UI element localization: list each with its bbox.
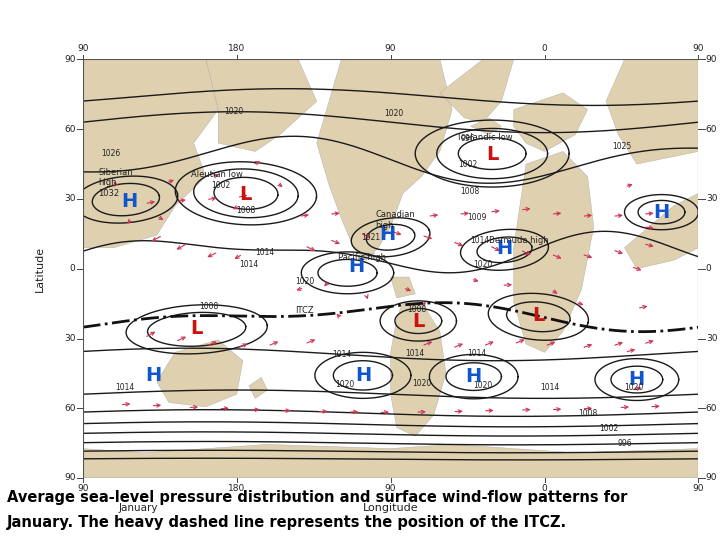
Polygon shape xyxy=(83,444,698,478)
Text: 1008: 1008 xyxy=(578,409,597,417)
Text: L: L xyxy=(412,312,425,332)
Polygon shape xyxy=(514,93,588,151)
Text: 90: 90 xyxy=(693,484,704,493)
Text: 90: 90 xyxy=(77,44,89,53)
Text: H: H xyxy=(355,366,371,385)
Text: 30: 30 xyxy=(64,194,76,203)
Text: 90: 90 xyxy=(77,484,89,493)
Text: L: L xyxy=(240,185,252,204)
Text: 60: 60 xyxy=(706,403,717,413)
Text: H: H xyxy=(629,370,645,389)
Text: 1008: 1008 xyxy=(408,305,427,314)
Text: 1020: 1020 xyxy=(224,107,243,116)
Text: 0: 0 xyxy=(706,264,711,273)
Polygon shape xyxy=(157,340,243,407)
Text: 1009: 1009 xyxy=(467,213,487,222)
Text: 90: 90 xyxy=(385,484,396,493)
Text: 996: 996 xyxy=(617,439,632,448)
Text: H: H xyxy=(653,202,670,221)
Text: 90: 90 xyxy=(64,474,76,482)
Text: Latitude: Latitude xyxy=(35,246,45,292)
Text: January. The heavy dashed line represents the position of the ITCZ.: January. The heavy dashed line represent… xyxy=(7,515,567,530)
Text: January: January xyxy=(119,503,158,513)
Text: 1026: 1026 xyxy=(101,149,120,158)
Text: 180: 180 xyxy=(228,44,246,53)
Text: H: H xyxy=(121,192,137,211)
Text: 1008: 1008 xyxy=(236,206,256,215)
Text: 60: 60 xyxy=(64,403,76,413)
Text: 90: 90 xyxy=(693,44,704,53)
Text: 1020: 1020 xyxy=(473,260,492,269)
Polygon shape xyxy=(624,193,698,268)
Text: 1020: 1020 xyxy=(412,379,431,388)
Text: 1008: 1008 xyxy=(460,187,479,195)
Text: 1020: 1020 xyxy=(473,381,492,390)
Polygon shape xyxy=(471,118,501,135)
Text: 996: 996 xyxy=(460,133,475,143)
Text: H: H xyxy=(379,225,396,244)
Polygon shape xyxy=(317,59,452,260)
Text: 90: 90 xyxy=(706,55,717,64)
Text: 60: 60 xyxy=(706,125,717,134)
Text: 60: 60 xyxy=(64,125,76,134)
Text: Longitude: Longitude xyxy=(363,503,418,513)
Text: 1020: 1020 xyxy=(294,276,314,286)
Text: L: L xyxy=(532,306,544,325)
Text: H: H xyxy=(348,257,365,276)
Text: 1020: 1020 xyxy=(335,381,354,389)
Text: 30: 30 xyxy=(706,334,717,343)
Text: H: H xyxy=(466,367,482,386)
Polygon shape xyxy=(391,302,446,436)
Text: 1014: 1014 xyxy=(115,383,135,393)
Text: 1014: 1014 xyxy=(470,235,490,245)
Text: 1025: 1025 xyxy=(612,142,631,151)
Text: Aleutian low: Aleutian low xyxy=(191,171,243,179)
Text: 1002: 1002 xyxy=(212,181,231,190)
Polygon shape xyxy=(391,277,415,298)
Polygon shape xyxy=(440,59,514,122)
Polygon shape xyxy=(249,377,268,399)
Polygon shape xyxy=(206,59,317,151)
Text: Icelandic low: Icelandic low xyxy=(459,133,513,141)
Text: 90: 90 xyxy=(706,474,717,482)
Text: 1021: 1021 xyxy=(361,233,380,242)
Text: 1014: 1014 xyxy=(540,383,559,393)
Text: 1020: 1020 xyxy=(384,109,403,118)
Text: 90: 90 xyxy=(385,44,396,53)
Text: H: H xyxy=(145,366,162,385)
Text: H: H xyxy=(496,239,513,258)
Text: 0: 0 xyxy=(541,484,547,493)
Polygon shape xyxy=(83,59,218,248)
Text: 1008: 1008 xyxy=(199,302,219,311)
Text: 30: 30 xyxy=(706,194,717,203)
Polygon shape xyxy=(606,59,698,164)
Text: Bermuda high: Bermuda high xyxy=(489,235,549,245)
Text: 1014: 1014 xyxy=(255,248,274,257)
Text: ITCZ: ITCZ xyxy=(295,306,314,315)
Text: 1014: 1014 xyxy=(467,349,487,357)
Text: 1002: 1002 xyxy=(458,160,477,170)
Text: 1014: 1014 xyxy=(332,350,351,359)
Text: 0: 0 xyxy=(541,44,547,53)
Text: 30: 30 xyxy=(64,334,76,343)
Text: Siberian
high
1032: Siberian high 1032 xyxy=(98,168,132,198)
Text: Pacific high: Pacific high xyxy=(338,253,386,262)
Text: 1002: 1002 xyxy=(600,424,618,433)
Text: 1014: 1014 xyxy=(405,349,425,357)
Text: L: L xyxy=(191,320,203,339)
Text: 0: 0 xyxy=(70,264,76,273)
Text: 1014: 1014 xyxy=(239,260,258,269)
Text: 90: 90 xyxy=(64,55,76,64)
Polygon shape xyxy=(514,151,594,352)
Text: Canadian
high: Canadian high xyxy=(375,211,415,230)
Text: Average sea-level pressure distribution and surface wind-flow patterns for: Average sea-level pressure distribution … xyxy=(7,490,628,505)
Text: 1020: 1020 xyxy=(624,383,644,393)
Text: 180: 180 xyxy=(228,484,246,493)
Text: L: L xyxy=(486,145,498,164)
